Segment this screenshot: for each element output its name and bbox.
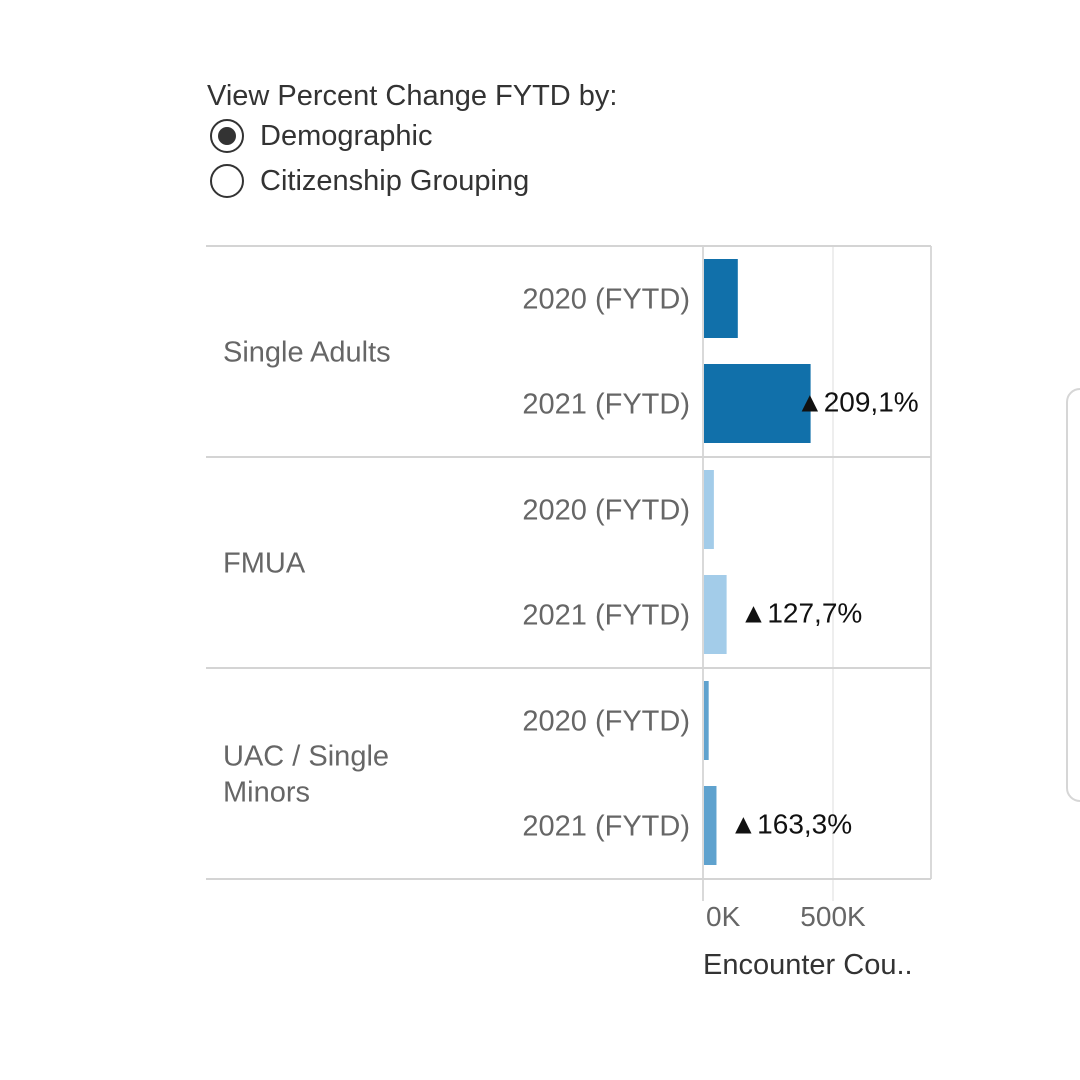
radio-demographic[interactable]: Demographic bbox=[210, 116, 432, 156]
radio-label-citizenship-grouping: Citizenship Grouping bbox=[260, 164, 530, 197]
x-axis-title: Encounter Cou.. bbox=[703, 949, 913, 981]
year-label: 2020 (FYTD) bbox=[522, 495, 690, 527]
radio-label-demographic: Demographic bbox=[260, 119, 433, 152]
radio-dot bbox=[218, 127, 236, 145]
year-label: 2021 (FYTD) bbox=[522, 600, 690, 632]
year-label: 2020 (FYTD) bbox=[522, 284, 690, 316]
bar bbox=[704, 470, 714, 549]
x-tick-label: 500K bbox=[800, 901, 866, 932]
bar bbox=[704, 575, 727, 654]
year-label: 2021 (FYTD) bbox=[522, 811, 690, 843]
radio-citizenship-grouping[interactable]: Citizenship Grouping bbox=[210, 161, 529, 201]
group-label: FMUA bbox=[223, 548, 306, 580]
percent-change-label: ▲127,7% bbox=[740, 598, 863, 629]
percent-change-label: ▲163,3% bbox=[729, 809, 852, 840]
bar bbox=[704, 786, 717, 865]
year-label: 2021 (FYTD) bbox=[522, 389, 690, 421]
bar bbox=[704, 681, 709, 760]
group-label: Single Adults bbox=[223, 337, 391, 369]
year-label: 2020 (FYTD) bbox=[522, 706, 690, 738]
bar bbox=[704, 259, 738, 338]
filter-title: View Percent Change FYTD by: bbox=[207, 80, 618, 112]
group-label: UAC / Single Minors bbox=[223, 741, 389, 809]
bar bbox=[704, 364, 811, 443]
percent-change-label: ▲209,1% bbox=[796, 387, 919, 418]
side-panel-edge bbox=[1066, 388, 1080, 802]
radio-button-unselected[interactable] bbox=[210, 164, 244, 198]
x-tick-label: 0K bbox=[706, 901, 741, 932]
radio-button-selected[interactable] bbox=[210, 119, 244, 153]
